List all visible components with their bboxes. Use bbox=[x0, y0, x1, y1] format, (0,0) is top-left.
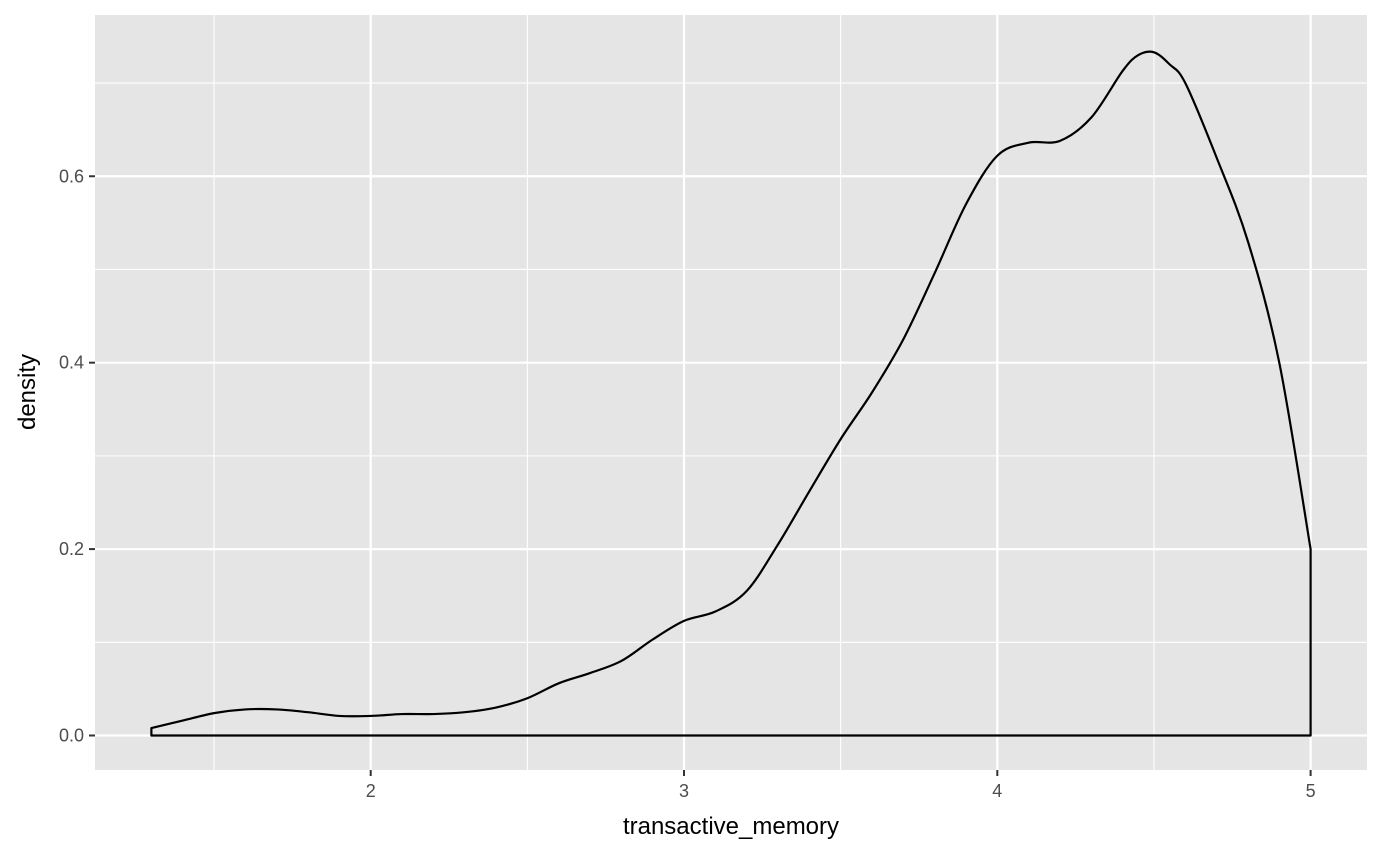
x-axis-title: transactive_memory bbox=[623, 813, 839, 840]
y-axis: 0.0 0.2 0.4 0.6 bbox=[59, 166, 95, 746]
y-axis-title: density bbox=[14, 354, 41, 430]
x-tick-label: 5 bbox=[1306, 781, 1316, 801]
y-tick-label: 0.0 bbox=[59, 726, 84, 746]
x-axis: 2 3 4 5 bbox=[366, 770, 1316, 801]
x-tick-label: 3 bbox=[679, 781, 689, 801]
minor-gridlines bbox=[95, 15, 1367, 770]
y-tick-label: 0.2 bbox=[59, 539, 84, 559]
x-tick-label: 2 bbox=[366, 781, 376, 801]
density-curve bbox=[150, 50, 1312, 737]
plot-panel bbox=[95, 15, 1367, 770]
y-tick-label: 0.4 bbox=[59, 353, 84, 373]
y-tick-label: 0.6 bbox=[59, 166, 84, 186]
x-tick-label: 4 bbox=[992, 781, 1002, 801]
